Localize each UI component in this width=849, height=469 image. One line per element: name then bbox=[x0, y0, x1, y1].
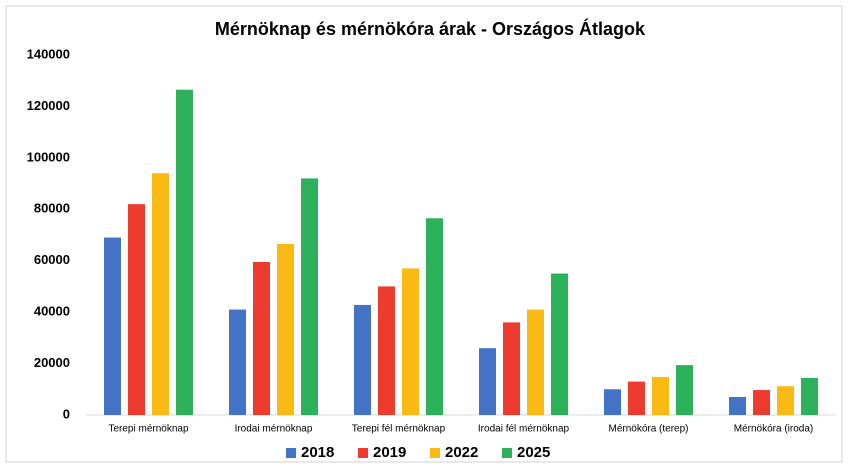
bar bbox=[777, 386, 794, 415]
y-tick-label: 120000 bbox=[27, 98, 70, 113]
bar bbox=[426, 218, 443, 415]
bar bbox=[104, 237, 121, 415]
y-tick-label: 80000 bbox=[34, 201, 70, 216]
bar bbox=[152, 173, 169, 415]
legend-swatch bbox=[430, 448, 440, 458]
bar bbox=[604, 389, 621, 415]
bar bbox=[801, 377, 818, 415]
y-tick-label: 20000 bbox=[34, 355, 70, 370]
bar bbox=[551, 273, 568, 415]
x-tick-label: Mérnökóra (terep) bbox=[608, 424, 688, 435]
bar bbox=[479, 348, 496, 415]
legend-swatch bbox=[502, 448, 512, 458]
bar bbox=[527, 309, 544, 415]
x-tick-label: Mérnökóra (iroda) bbox=[734, 424, 813, 435]
legend-label: 2019 bbox=[373, 444, 406, 461]
chart-title: Mérnöknap és mérnökóra árak - Országos Á… bbox=[215, 18, 646, 39]
x-tick-label: Terepi mérnöknap bbox=[108, 424, 188, 435]
x-tick-label: Terepi fél mérnöknap bbox=[352, 424, 446, 435]
bar bbox=[402, 268, 419, 415]
x-tick-label: Irodai mérnöknap bbox=[235, 424, 313, 435]
y-tick-label: 60000 bbox=[34, 252, 70, 267]
bar bbox=[229, 309, 246, 415]
bar bbox=[652, 376, 669, 415]
legend-label: 2025 bbox=[517, 444, 550, 461]
bar bbox=[277, 244, 294, 415]
bar bbox=[753, 390, 770, 415]
bar bbox=[628, 381, 645, 415]
bar bbox=[354, 304, 371, 415]
bar bbox=[676, 365, 693, 415]
chart-frame bbox=[5, 5, 843, 463]
legend-label: 2018 bbox=[301, 444, 334, 461]
bar bbox=[729, 397, 746, 415]
y-tick-label: 0 bbox=[63, 406, 70, 421]
bar bbox=[128, 204, 145, 415]
y-tick-label: 100000 bbox=[27, 149, 70, 164]
bar bbox=[176, 89, 193, 415]
legend-label: 2022 bbox=[445, 444, 478, 461]
legend-swatch bbox=[358, 448, 368, 458]
bar bbox=[253, 262, 270, 415]
bar bbox=[378, 286, 395, 415]
y-tick-label: 40000 bbox=[34, 304, 70, 319]
bar bbox=[503, 322, 520, 415]
y-tick-label: 140000 bbox=[27, 46, 70, 61]
x-tick-label: Irodai fél mérnöknap bbox=[478, 424, 570, 435]
legend-swatch bbox=[286, 448, 296, 458]
bar bbox=[301, 178, 318, 415]
